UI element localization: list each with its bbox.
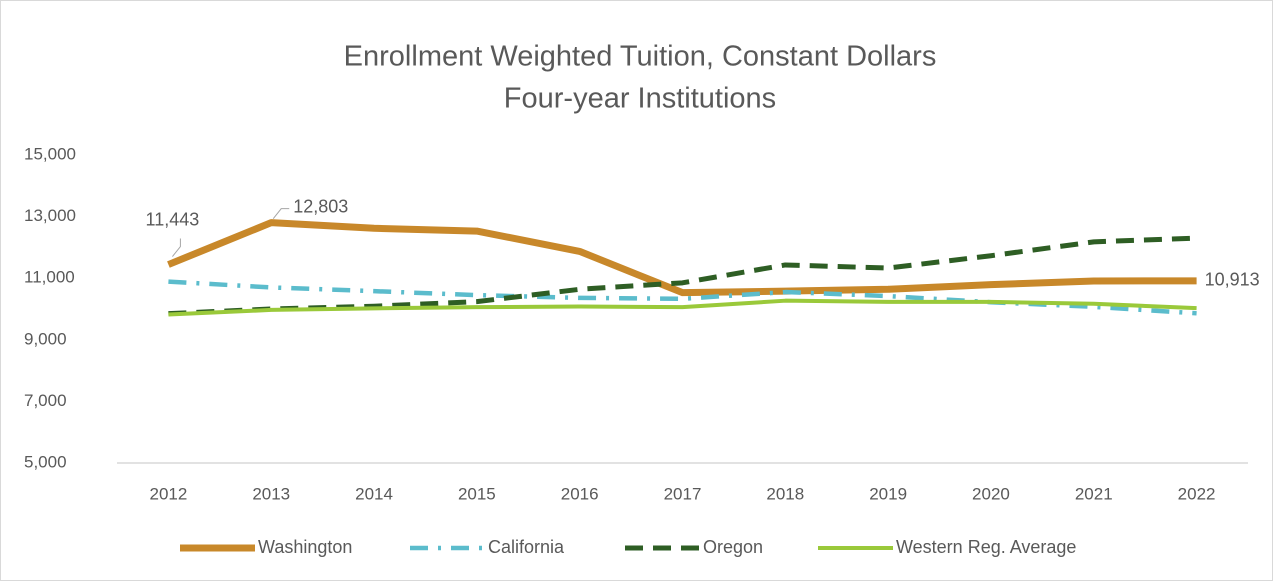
legend-label: California — [488, 537, 565, 557]
x-tick-label: 2021 — [1075, 484, 1113, 503]
leader-line — [172, 238, 181, 257]
legend-label: Oregon — [703, 537, 763, 557]
data-label: 12,803 — [293, 196, 348, 216]
x-tick-label: 2018 — [766, 484, 804, 503]
x-tick-label: 2020 — [972, 484, 1010, 503]
y-tick-label: 13,000 — [24, 206, 76, 225]
chart-subtitle: Four-year Institutions — [504, 83, 776, 115]
legend-label: Western Reg. Average — [896, 537, 1076, 557]
legend-label: Washington — [258, 537, 352, 557]
x-tick-label: 2014 — [355, 484, 393, 503]
y-tick-label: 5,000 — [24, 452, 67, 471]
x-tick-label: 2012 — [149, 484, 187, 503]
leader-line — [272, 208, 290, 219]
x-tick-label: 2017 — [664, 484, 702, 503]
x-tick-label: 2019 — [869, 484, 907, 503]
y-tick-label: 7,000 — [24, 391, 67, 410]
series-line — [168, 279, 1197, 316]
y-tick-label: 11,000 — [24, 268, 75, 287]
data-label: 10,913 — [1205, 270, 1260, 290]
x-tick-label: 2015 — [458, 484, 496, 503]
x-tick-label: 2016 — [561, 484, 599, 503]
y-tick-label: 9,000 — [24, 329, 67, 348]
data-label: 11,443 — [146, 209, 200, 229]
chart-title: Enrollment Weighted Tuition, Constant Do… — [344, 41, 937, 73]
x-tick-label: 2013 — [252, 484, 290, 503]
x-tick-label: 2022 — [1178, 484, 1216, 503]
series-line — [167, 219, 1197, 297]
y-tick-label: 15,000 — [24, 144, 76, 163]
series-line — [168, 298, 1197, 317]
